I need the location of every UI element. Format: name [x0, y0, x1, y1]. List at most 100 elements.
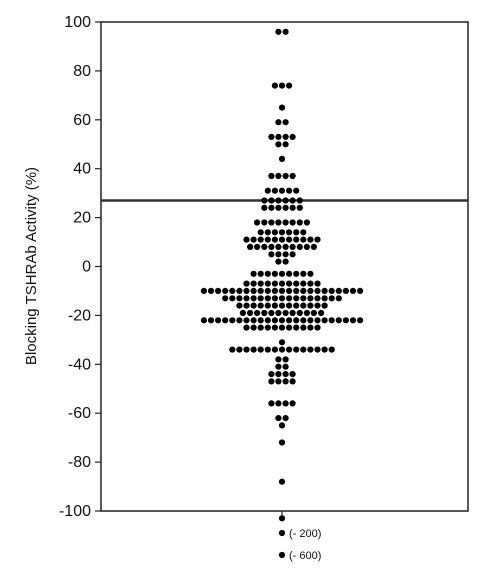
data-point: [289, 243, 296, 250]
data-point: [250, 287, 257, 294]
data-point: [293, 317, 300, 324]
data-point: [282, 172, 289, 180]
y-axis: 100 80 60 40 20 0 -20 -40 -60 -80 -100: [59, 14, 283, 520]
data-point: [275, 356, 282, 363]
data-point: [268, 400, 275, 407]
data-point: [293, 270, 300, 277]
data-point: [261, 309, 268, 317]
data-point: [318, 309, 325, 317]
data-point: [282, 371, 289, 378]
data-point: [257, 317, 264, 324]
data-point: [282, 133, 289, 140]
data-point: [264, 236, 271, 243]
data-point: [271, 346, 278, 353]
data-point: [243, 346, 250, 353]
data-point: [321, 346, 328, 353]
data-point: [278, 155, 286, 162]
data-point: [271, 302, 278, 309]
data-point: [314, 346, 321, 353]
data-point: [264, 317, 271, 324]
data-point: [300, 236, 307, 243]
data-point: [300, 324, 307, 331]
data-point: [293, 280, 300, 287]
outlier-point: [278, 529, 286, 537]
data-point: [264, 295, 271, 302]
data-point: [271, 280, 278, 287]
data-point: [282, 141, 289, 148]
data-point: [286, 280, 293, 287]
data-point: [282, 415, 289, 422]
data-point: [342, 287, 349, 294]
data-point: [278, 339, 286, 346]
data-point: [222, 287, 229, 294]
data-point: [268, 371, 275, 378]
data-point: [286, 229, 293, 236]
data-point: [310, 309, 317, 317]
data-point: [278, 302, 286, 309]
data-point: [275, 219, 282, 226]
data-point: [254, 219, 261, 226]
data-point: [261, 243, 268, 250]
data-point: [300, 302, 307, 309]
data-point: [257, 229, 264, 236]
data-point: [286, 317, 293, 324]
data-point: [236, 346, 243, 353]
y-tick-label: 80: [73, 63, 91, 80]
data-point: [275, 251, 282, 258]
data-point: [275, 243, 282, 250]
data-point: [286, 324, 293, 331]
data-point: [275, 415, 282, 422]
data-point: [264, 302, 271, 309]
data-point: [300, 317, 307, 324]
data-point: [278, 187, 286, 194]
outlier-label: (- 600): [289, 550, 321, 562]
data-point: [303, 243, 310, 250]
data-point: [264, 270, 271, 277]
data-point: [278, 515, 286, 522]
data-point: [215, 287, 222, 294]
data-point: [257, 295, 264, 302]
data-point: [286, 295, 293, 302]
data-point: [289, 172, 296, 180]
data-point: [328, 295, 335, 302]
data-point: [222, 295, 229, 302]
data-point: [296, 243, 303, 250]
data-point: [289, 400, 296, 407]
data-point: [243, 324, 250, 331]
data-point: [250, 346, 257, 353]
data-point: [286, 236, 293, 243]
y-tick-label: -60: [68, 405, 91, 422]
data-point: [271, 295, 278, 302]
data-point: [236, 295, 243, 302]
data-point: [250, 317, 257, 324]
data-point: [328, 346, 335, 353]
data-point: [268, 204, 275, 211]
data-point: [236, 317, 243, 324]
data-point: [282, 119, 289, 126]
data-point: [300, 287, 307, 294]
data-point: [275, 141, 282, 148]
data-point: [289, 133, 296, 140]
data-point: [257, 280, 264, 287]
data-point: [286, 187, 293, 194]
data-point: [264, 346, 271, 353]
data-point: [229, 346, 236, 353]
data-point: [268, 172, 275, 180]
data-point: [250, 302, 257, 309]
data-point: [335, 317, 342, 324]
data-point: [275, 363, 282, 370]
data-point: [247, 309, 254, 317]
data-point: [296, 219, 303, 226]
data-point: [261, 197, 268, 204]
y-tick-label: -100: [59, 503, 91, 520]
data-point: [310, 243, 317, 250]
data-point: [321, 287, 328, 294]
data-point: [250, 280, 257, 287]
data-point: [282, 197, 289, 204]
data-point: [296, 309, 303, 317]
data-point: [243, 295, 250, 302]
data-point: [300, 346, 307, 353]
y-axis-title: Blocking TSHRAb Activity (%): [23, 167, 40, 365]
data-point: [335, 295, 342, 302]
data-point: [357, 287, 364, 294]
